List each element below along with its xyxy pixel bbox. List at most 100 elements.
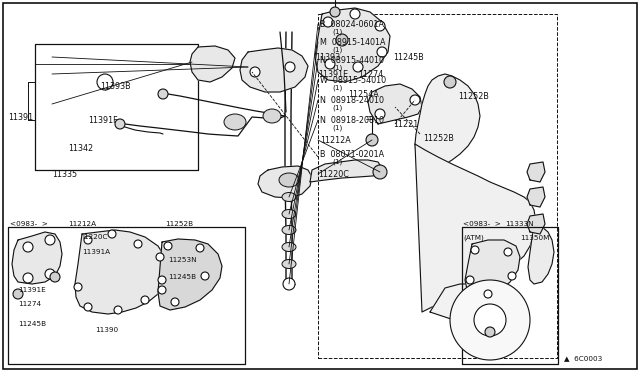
Circle shape — [474, 304, 506, 336]
Polygon shape — [527, 214, 545, 234]
Circle shape — [375, 109, 385, 119]
Text: 11391E: 11391E — [318, 70, 348, 78]
Text: 11245B: 11245B — [18, 321, 46, 327]
Text: <0983-  >: <0983- > — [10, 221, 48, 227]
Circle shape — [283, 278, 295, 290]
Circle shape — [250, 67, 260, 77]
Circle shape — [158, 276, 166, 284]
Polygon shape — [430, 284, 508, 328]
Circle shape — [114, 306, 122, 314]
Circle shape — [410, 95, 420, 105]
Text: 11391A: 11391A — [82, 249, 110, 255]
Circle shape — [158, 286, 166, 294]
Circle shape — [285, 62, 295, 72]
Polygon shape — [527, 187, 545, 207]
Text: 11212A: 11212A — [68, 221, 96, 227]
Polygon shape — [415, 74, 480, 170]
Text: W  08915-54010: W 08915-54010 — [320, 76, 386, 84]
Text: 11254A: 11254A — [348, 90, 379, 99]
Text: (ATM): (ATM) — [463, 235, 484, 241]
Text: N  08918-20810: N 08918-20810 — [320, 115, 384, 125]
Text: N  08915-44010: N 08915-44010 — [320, 55, 384, 64]
Text: 11252B: 11252B — [423, 134, 454, 142]
Circle shape — [196, 244, 204, 252]
Circle shape — [74, 283, 82, 291]
Circle shape — [484, 290, 492, 298]
Text: 11391E: 11391E — [18, 287, 45, 293]
Text: 11274: 11274 — [18, 301, 41, 307]
Text: B  08071-0201A: B 08071-0201A — [320, 150, 384, 158]
Polygon shape — [310, 160, 382, 182]
Circle shape — [23, 273, 33, 283]
Circle shape — [23, 242, 33, 252]
Text: (1): (1) — [332, 47, 342, 53]
Polygon shape — [258, 166, 312, 198]
Ellipse shape — [282, 225, 296, 234]
Text: M  08915-1401A: M 08915-1401A — [320, 38, 385, 46]
Text: (1): (1) — [332, 85, 342, 91]
Text: 11221: 11221 — [393, 119, 419, 128]
Circle shape — [97, 74, 113, 90]
Text: (1): (1) — [332, 29, 342, 35]
Circle shape — [375, 21, 385, 31]
Text: ▲  6C0003: ▲ 6C0003 — [564, 355, 602, 361]
Ellipse shape — [282, 260, 296, 269]
Polygon shape — [190, 46, 235, 82]
Circle shape — [141, 296, 149, 304]
Text: 11391F: 11391F — [88, 115, 118, 125]
Circle shape — [201, 272, 209, 280]
Text: 11342: 11342 — [68, 144, 93, 153]
Polygon shape — [528, 224, 554, 284]
Text: (1): (1) — [332, 65, 342, 71]
Polygon shape — [75, 230, 168, 314]
Circle shape — [350, 9, 360, 19]
Text: 11252B: 11252B — [458, 92, 489, 100]
Circle shape — [366, 134, 378, 146]
Circle shape — [134, 240, 142, 248]
Text: 11245B: 11245B — [168, 274, 196, 280]
Circle shape — [485, 327, 495, 337]
Text: 11391: 11391 — [8, 112, 33, 122]
Text: <0983-  >: <0983- > — [463, 221, 501, 227]
Circle shape — [377, 47, 387, 57]
Circle shape — [84, 236, 92, 244]
Text: (1): (1) — [332, 159, 342, 165]
Text: 11274: 11274 — [358, 70, 383, 78]
Circle shape — [504, 248, 512, 256]
Circle shape — [13, 289, 23, 299]
Text: l1220C: l1220C — [82, 234, 108, 240]
Text: N  08918-24010: N 08918-24010 — [320, 96, 384, 105]
Polygon shape — [415, 144, 536, 312]
Circle shape — [156, 253, 164, 261]
Circle shape — [444, 76, 456, 88]
Text: 11220C: 11220C — [318, 170, 349, 179]
Polygon shape — [465, 240, 520, 300]
Text: 11393B: 11393B — [100, 81, 131, 90]
Text: 11212A: 11212A — [320, 135, 351, 144]
Ellipse shape — [282, 209, 296, 218]
Circle shape — [45, 235, 55, 245]
Text: 11333N: 11333N — [505, 221, 534, 227]
Ellipse shape — [263, 109, 281, 123]
Circle shape — [158, 89, 168, 99]
Text: 11335: 11335 — [52, 170, 77, 179]
Circle shape — [336, 34, 348, 46]
Circle shape — [323, 17, 333, 27]
Circle shape — [466, 276, 474, 284]
Polygon shape — [315, 8, 390, 82]
Circle shape — [325, 59, 335, 69]
Circle shape — [50, 272, 60, 282]
Circle shape — [373, 165, 387, 179]
Circle shape — [471, 246, 479, 254]
Circle shape — [330, 7, 340, 17]
Text: 11252B: 11252B — [165, 221, 193, 227]
Text: B  08024-0601A: B 08024-0601A — [320, 19, 384, 29]
Polygon shape — [158, 239, 222, 310]
Circle shape — [353, 62, 363, 72]
Polygon shape — [368, 84, 422, 124]
Circle shape — [108, 230, 116, 238]
Circle shape — [45, 269, 55, 279]
Ellipse shape — [279, 173, 299, 187]
Text: 11350M: 11350M — [520, 235, 549, 241]
Polygon shape — [12, 232, 62, 284]
